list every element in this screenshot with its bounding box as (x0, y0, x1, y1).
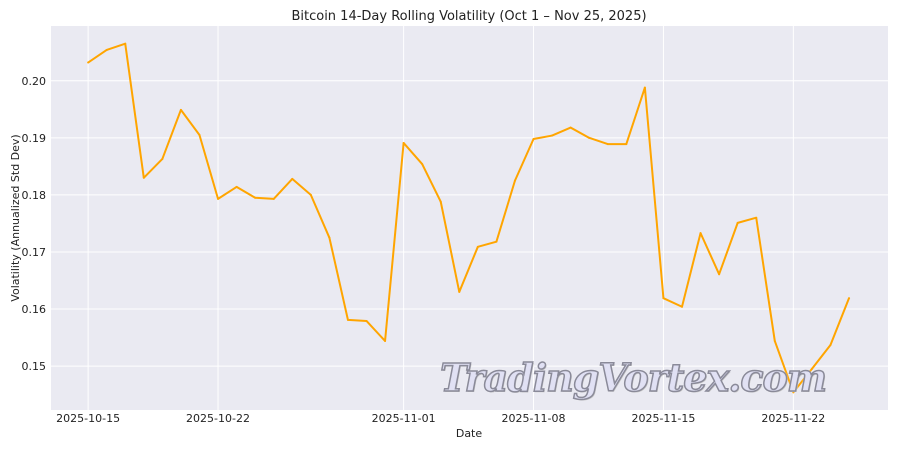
data-point (421, 163, 424, 166)
data-point (272, 197, 275, 200)
x-tick-label: 2025-11-15 (631, 412, 695, 425)
x-tick-label: 2025-10-15 (56, 412, 120, 425)
data-point (569, 126, 572, 129)
data-point (699, 232, 702, 235)
data-point (513, 179, 516, 182)
data-point (810, 367, 813, 370)
x-axis-label: Date (456, 427, 483, 440)
data-point (792, 391, 795, 394)
x-tick-label: 2025-11-22 (761, 412, 825, 425)
data-point (161, 157, 164, 160)
chart-title: Bitcoin 14-Day Rolling Volatility (Oct 1… (291, 9, 646, 24)
x-tick-label: 2025-11-08 (502, 412, 566, 425)
y-tick-label: 0.15 (22, 360, 47, 373)
data-point (495, 240, 498, 243)
data-point (848, 297, 851, 300)
data-point (532, 137, 535, 140)
data-point (755, 216, 758, 219)
data-point (476, 245, 479, 248)
x-tick-label: 2025-10-22 (186, 412, 250, 425)
data-point (662, 297, 665, 300)
y-tick-label: 0.19 (22, 132, 47, 145)
data-point (309, 193, 312, 196)
data-point (736, 221, 739, 224)
data-point (551, 134, 554, 137)
data-point (384, 339, 387, 342)
data-point (179, 108, 182, 111)
data-point (217, 197, 220, 200)
data-point (235, 185, 238, 188)
data-point (680, 305, 683, 308)
y-tick-label: 0.17 (22, 246, 47, 259)
data-point (625, 143, 628, 146)
data-point (328, 236, 331, 239)
data-point (829, 343, 832, 346)
data-point (142, 176, 145, 179)
data-point (588, 136, 591, 139)
data-point (105, 48, 108, 51)
data-point (87, 61, 90, 64)
data-point (718, 273, 721, 276)
data-point (198, 133, 201, 136)
data-point (458, 290, 461, 293)
y-tick-label: 0.20 (22, 75, 47, 88)
data-point (773, 339, 776, 342)
plot-area (51, 26, 888, 410)
data-point (606, 143, 609, 146)
x-tick-label: 2025-11-01 (372, 412, 436, 425)
data-point (346, 318, 349, 321)
data-point (124, 42, 127, 45)
data-point (254, 196, 257, 199)
y-tick-label: 0.18 (22, 189, 47, 202)
y-axis-label: Volatility (Annualized Std Dev) (9, 134, 22, 301)
data-point (439, 200, 442, 203)
data-point (365, 319, 368, 322)
series-line-volatility (87, 42, 850, 394)
data-point (402, 141, 405, 144)
y-tick-label: 0.16 (22, 303, 47, 316)
data-point (643, 86, 646, 89)
data-point (291, 177, 294, 180)
